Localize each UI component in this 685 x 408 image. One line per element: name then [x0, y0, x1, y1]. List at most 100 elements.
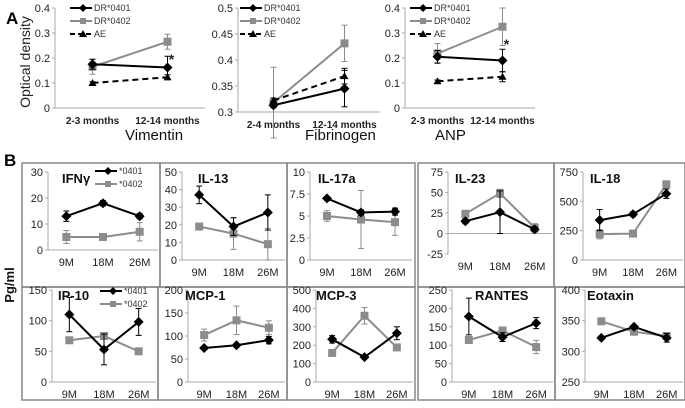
series-0402: [323, 189, 399, 250]
y-tick-label: 0.1: [385, 78, 400, 90]
y-tick-label: 20: [31, 193, 43, 205]
chart-border: [286, 286, 416, 401]
y-tick-label: 10: [165, 237, 177, 249]
data-point-square: [391, 218, 399, 227]
legend: *0401 *0402: [100, 286, 148, 309]
data-point-triangle: [340, 72, 349, 80]
legend-label: DR*0401: [264, 3, 301, 13]
chart-anp: 0 0.1 0.2 0.3 0.4 2-3 months 12-14 months ANP * D…: [385, 3, 535, 144]
data-point-triangle: [433, 77, 442, 85]
y-tick-label: 0: [171, 255, 177, 267]
data-point-square: [323, 212, 331, 220]
legend: DR*0401 DR*0402 AE: [240, 3, 301, 39]
x-tick-label: 9M: [62, 389, 77, 401]
chart-il-18: 0 250 500 750 9M 18M 26M IL-18: [553, 162, 685, 288]
y-tick-label: -25: [427, 249, 443, 261]
chart-title: Vimentin: [125, 127, 183, 144]
data-point-square: [263, 240, 272, 249]
data-point-diamond: [87, 59, 98, 70]
x-tick-label: 26M: [656, 267, 677, 279]
chart-vimentin: 0 0.1 0.2 0.3 0.4 2-3 months 12-14 monthsVimen…: [35, 3, 205, 144]
data-point-diamond: [199, 342, 210, 353]
y-tick-label: 0: [572, 255, 578, 267]
y-tick-label: 400: [562, 285, 580, 297]
legend-marker-square: [80, 18, 86, 24]
data-point-diamond: [263, 335, 274, 346]
x-tick-label: 18M: [226, 389, 247, 401]
y-tick-label: 350: [562, 316, 580, 328]
x-tick-label: 26M: [386, 389, 407, 401]
y-tick-label: 200: [429, 303, 447, 315]
series-0401: [596, 321, 672, 343]
data-point-square: [357, 215, 365, 224]
legend-label: DR*0401: [94, 3, 131, 13]
chart-ifn-: 0 10 20 30 9M 18M 26M IFNγ *0401 *0402: [21, 162, 161, 288]
legend-marker-square: [250, 18, 256, 24]
data-point-square: [195, 222, 204, 231]
chart-title: IL-23: [455, 171, 485, 186]
data-point-diamond: [134, 211, 145, 222]
data-point-square: [135, 227, 144, 236]
chart-title: Eotaxin: [587, 288, 634, 303]
y-tick-label: 0: [41, 377, 47, 389]
y-tick-label: 100: [29, 316, 47, 328]
y-tick-label: 0: [299, 255, 305, 267]
y-tick-label: 500: [293, 285, 311, 297]
x-tick-label: 18M: [223, 267, 244, 279]
panel-b-y-axis-label: Pg/ml: [2, 267, 17, 302]
legend-marker-square: [420, 18, 426, 24]
series-0402: [464, 326, 541, 355]
legend-label: *0402: [124, 299, 148, 309]
significance-marker: *: [504, 36, 510, 52]
data-point-diamond: [390, 206, 400, 217]
chart-border: [554, 286, 685, 401]
series-0401: [322, 193, 400, 218]
y-tick-label: 150: [29, 285, 47, 297]
series-dr0401: [432, 48, 508, 73]
x-tick-label: 26M: [524, 261, 545, 273]
x-tick-label: 18M: [93, 389, 114, 401]
data-point-triangle: [163, 73, 172, 81]
series-dr0401: [87, 55, 173, 80]
x-tick-label: 9M: [197, 389, 212, 401]
series-0402: [62, 222, 144, 244]
x-tick-label: 2-3 months: [66, 116, 120, 127]
data-point-diamond: [194, 189, 205, 200]
data-point-diamond: [98, 198, 108, 209]
series-line: [92, 76, 168, 84]
data-point-square: [498, 22, 507, 31]
significance-marker: *: [169, 51, 175, 67]
chart-eotaxin: 250 300 350 400 9M 18M 26M Eotaxin: [554, 285, 685, 401]
series-line: [273, 87, 345, 107]
y-tick-label: 0.3: [218, 107, 233, 119]
data-point-square: [498, 326, 507, 335]
legend-marker-diamond: [419, 4, 427, 12]
data-point-diamond: [460, 216, 471, 227]
series-0401: [61, 198, 145, 222]
x-tick-label: 9M: [319, 267, 334, 279]
y-tick-label: 150: [429, 322, 447, 334]
y-tick-label: 25: [431, 208, 443, 220]
series-0401: [64, 296, 144, 366]
y-tick-label: 0.2: [35, 53, 50, 65]
data-point-square: [532, 343, 541, 352]
data-point-diamond: [391, 328, 402, 339]
x-tick-label: 9M: [458, 261, 473, 273]
data-point-square: [662, 180, 671, 189]
data-point-diamond: [262, 207, 273, 218]
data-point-diamond: [594, 215, 605, 226]
series-0401: [194, 185, 273, 236]
series-ae: [269, 67, 349, 104]
data-point-diamond: [228, 221, 239, 232]
y-tick-label: 500: [560, 196, 578, 208]
series-0401: [463, 297, 542, 343]
data-point-diamond: [322, 193, 332, 204]
data-point-diamond: [359, 352, 370, 363]
series-line: [437, 55, 503, 62]
y-tick-label: 0: [37, 245, 43, 257]
series-0401: [199, 335, 274, 353]
x-tick-label: 26M: [656, 389, 677, 401]
series-line: [437, 75, 503, 83]
y-tick-label: 10: [293, 167, 305, 179]
